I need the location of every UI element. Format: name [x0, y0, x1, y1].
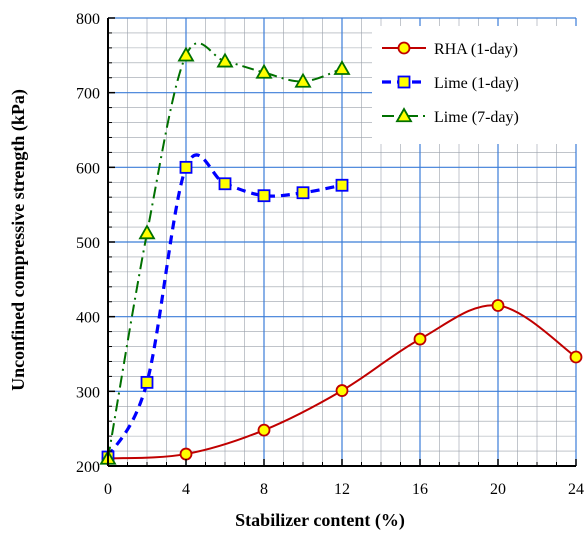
legend-marker [397, 41, 411, 55]
data-series [99, 42, 583, 465]
x-axis-title: Stabilizer content (%) [235, 510, 405, 531]
series-2 [101, 153, 349, 464]
data-point [216, 52, 234, 68]
data-point [413, 332, 427, 346]
legend-label: Lime (1-day) [434, 75, 519, 92]
x-tick-label: 20 [490, 481, 506, 498]
data-point [140, 375, 154, 389]
y-tick-label: 600 [76, 160, 100, 177]
y-axis-title: Unconfined compressive strength (kPa) [8, 89, 29, 391]
y-tick-label: 500 [76, 235, 100, 252]
series-line [107, 42, 343, 459]
data-point [335, 384, 349, 397]
data-point [177, 46, 195, 62]
y-tick-label: 700 [76, 86, 100, 103]
major-gridlines [108, 17, 577, 466]
x-tick-label: 0 [104, 481, 112, 498]
x-tick-label: 16 [412, 481, 428, 498]
x-tick-label: 4 [182, 481, 190, 498]
data-point [179, 447, 193, 461]
y-tick-label: 400 [76, 310, 100, 327]
y-tick-label: 300 [76, 384, 100, 401]
legend-marker [397, 75, 411, 89]
data-point [296, 186, 310, 200]
data-point [138, 224, 156, 240]
data-point [218, 177, 232, 191]
data-point [257, 423, 271, 437]
data-point [255, 63, 273, 79]
data-point [491, 299, 505, 312]
legend-marker [395, 107, 413, 123]
legend-label: Lime (7-day) [434, 109, 519, 126]
data-point [257, 189, 271, 203]
legend-label: RHA (1-day) [434, 41, 518, 58]
tick-labels: 0 4 8 12 16 20 24 200 300 400 500 600 700 800 [76, 11, 584, 498]
y-tick-label: 200 [76, 459, 100, 476]
y-tick-label: 800 [76, 11, 100, 28]
data-point [294, 72, 312, 88]
data-point [179, 160, 193, 174]
data-point [333, 59, 351, 75]
axes [107, 17, 577, 467]
data-point [569, 350, 583, 364]
x-tick-label: 12 [334, 481, 350, 498]
data-point [335, 178, 349, 192]
legend: RHA (1-day) Lime (1-day) Lime (7-day) [372, 26, 582, 144]
x-tick-label: 24 [568, 481, 584, 498]
x-tick-label: 8 [260, 481, 268, 498]
